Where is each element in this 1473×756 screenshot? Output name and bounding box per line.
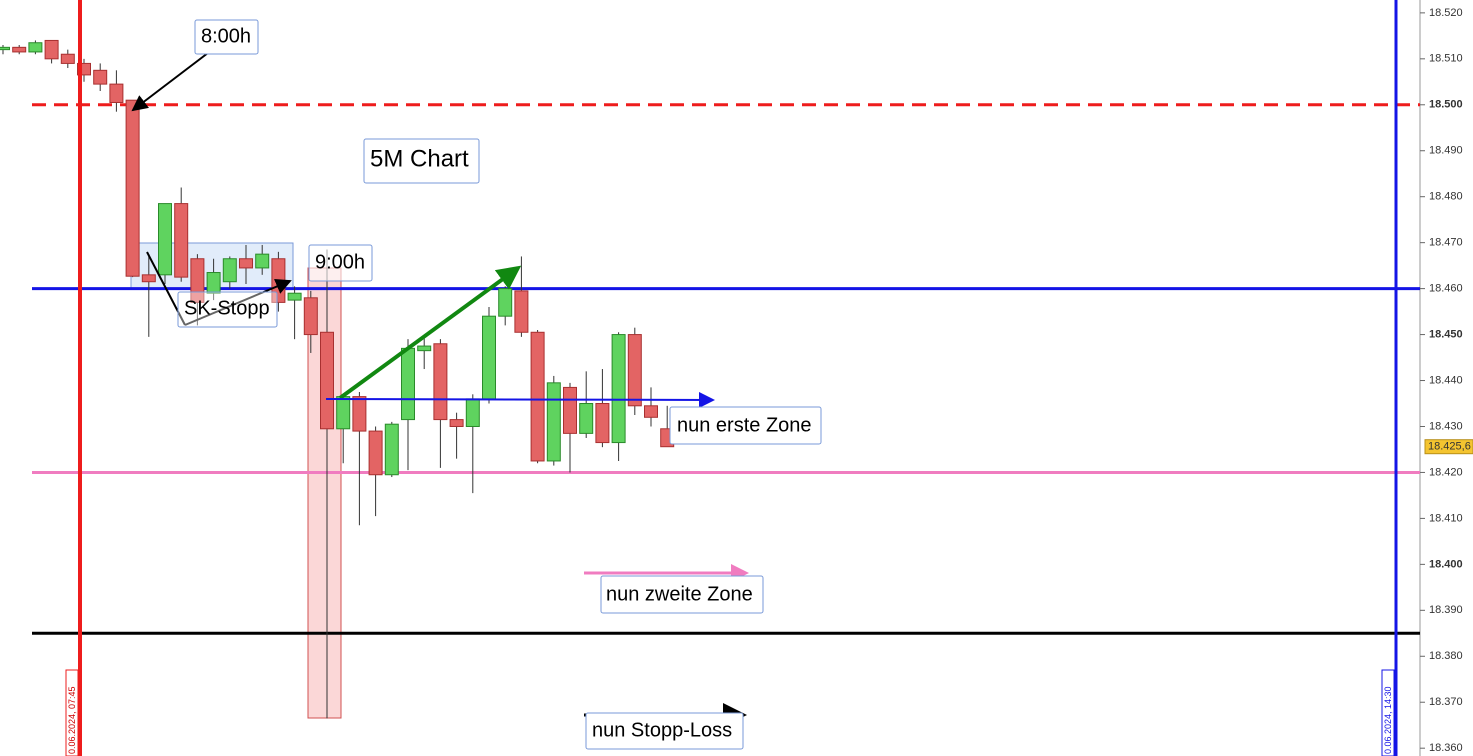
annotation-box — [600, 575, 764, 614]
y-tick-label: 18.370 — [1429, 696, 1463, 708]
annotation: 8:00h — [194, 19, 259, 55]
candle-body — [287, 292, 302, 301]
y-tick-label: 18.510 — [1429, 53, 1463, 65]
candle-body — [644, 405, 658, 418]
candle-body — [579, 403, 594, 434]
annotation-text: 5M Chart — [370, 145, 469, 172]
annotation-text: nun Stopp-Loss — [592, 719, 732, 741]
candle-body — [498, 288, 513, 317]
time-label-box — [1381, 669, 1395, 756]
last-price-tag — [1424, 439, 1473, 455]
candle-body — [125, 99, 140, 277]
annotation: 9:00h — [308, 244, 373, 282]
candle-body — [239, 258, 253, 269]
annotation-text: nun erste Zone — [677, 414, 812, 436]
time-label-text: 0.06.2024, 14:30 — [1383, 686, 1393, 754]
candle-body — [546, 382, 561, 462]
candle-body — [352, 396, 367, 432]
y-tick-label: 18.380 — [1429, 650, 1463, 662]
annotation: nun zweite Zone — [600, 575, 764, 614]
candle-body — [368, 430, 383, 476]
annotation-box — [363, 138, 480, 184]
candles — [0, 39, 675, 719]
annotation-box — [194, 19, 259, 55]
candle-body — [222, 258, 237, 283]
annotation: 5M Chart — [363, 138, 480, 184]
annotation-box — [177, 291, 278, 328]
arrow — [184, 279, 292, 326]
candle-body — [174, 203, 189, 278]
axis-panel — [1420, 0, 1473, 756]
y-tick-label: 18.500 — [1429, 99, 1463, 111]
candle-body — [158, 203, 172, 276]
candle-body — [206, 272, 221, 294]
candle-body — [401, 347, 415, 421]
y-axis: 18.520 18.510 18.500 18.490 18.480 18.470 18.4… — [1420, 7, 1473, 754]
y-tick-label: 18.470 — [1429, 237, 1463, 249]
candle-body — [60, 53, 75, 64]
arrow — [146, 251, 186, 326]
y-tick-label: 18.420 — [1429, 466, 1463, 478]
candle-body — [595, 403, 610, 444]
y-tick-label: 18.390 — [1429, 604, 1463, 616]
annotation: nun Stopp-Loss — [585, 712, 744, 750]
time-label-text: 0.06.2024, 07:45 — [67, 686, 77, 754]
candle-body — [482, 315, 496, 400]
candle-body — [44, 39, 59, 60]
level-lines — [32, 103, 1420, 635]
y-tick-label: 18.400 — [1429, 558, 1463, 570]
candle-body — [28, 42, 43, 53]
candle-body — [563, 386, 577, 434]
candle-body — [530, 331, 545, 462]
time-label-box — [65, 669, 79, 756]
y-tick-label: 18.480 — [1429, 191, 1463, 203]
y-tick-label: 18.430 — [1429, 420, 1463, 432]
annotation: nun erste Zone — [669, 406, 822, 445]
candle-body — [465, 398, 480, 427]
annotation: SK-Stopp — [177, 291, 278, 328]
y-tick-label: 18.440 — [1429, 374, 1463, 386]
annotation-text: 8:00h — [201, 25, 251, 47]
candle-body — [0, 46, 10, 51]
annotation-box — [585, 712, 744, 750]
candle-body — [433, 343, 448, 421]
y-tick-label: 18.410 — [1429, 512, 1463, 524]
y-tick-label: 18.520 — [1429, 7, 1463, 19]
candle-body — [449, 419, 464, 427]
candle-body — [417, 345, 432, 352]
candle-body — [109, 83, 124, 103]
candle-body — [627, 334, 642, 407]
time-label: 0.06.2024, 14:30 — [1381, 669, 1395, 756]
candle-body — [12, 46, 27, 53]
y-tick-label: 18.490 — [1429, 145, 1463, 157]
y-tick-label: 18.360 — [1429, 742, 1463, 754]
candle-body — [190, 258, 205, 303]
candle-body — [336, 396, 351, 430]
arrow — [338, 265, 522, 400]
candle-body — [611, 334, 626, 444]
annotation-text: nun zweite Zone — [606, 583, 753, 605]
candle-body — [77, 62, 91, 76]
candle-body — [255, 253, 270, 269]
y-tick-label: 18.460 — [1429, 283, 1463, 295]
candle-body — [384, 423, 399, 476]
candle-body — [320, 331, 334, 430]
candle-body — [93, 69, 108, 85]
annotation-box — [308, 244, 373, 282]
candle-body — [303, 297, 318, 336]
annotation-text: SK-Stopp — [184, 297, 270, 319]
time-label: 0.06.2024, 07:45 — [65, 669, 79, 756]
annotation-text: 9:00h — [315, 251, 365, 273]
candle-body — [514, 290, 529, 333]
arrow — [325, 391, 715, 408]
last-price-label: 18.425,6 — [1428, 441, 1471, 453]
y-tick-label: 18.450 — [1429, 328, 1463, 340]
annotation-box — [669, 406, 822, 445]
candle-body — [141, 274, 156, 283]
